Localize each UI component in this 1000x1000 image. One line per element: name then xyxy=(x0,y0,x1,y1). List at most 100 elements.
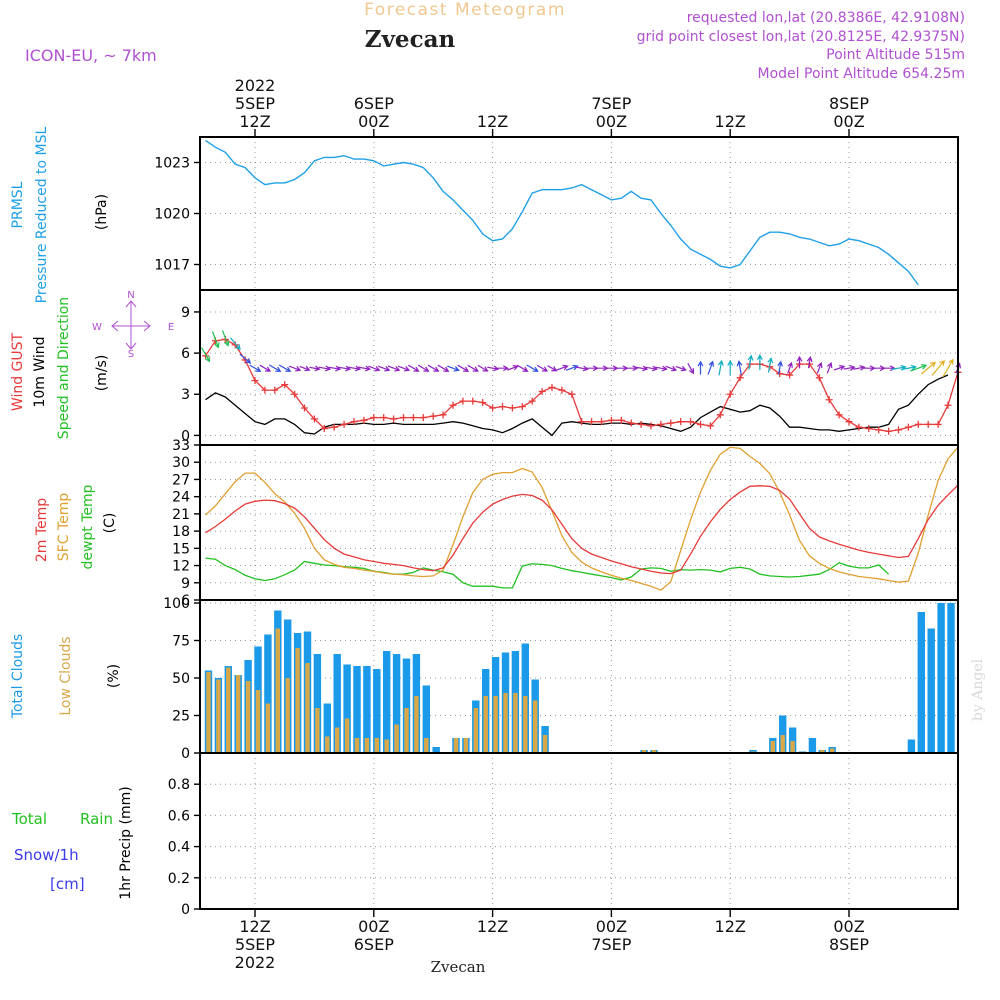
low-cloud-bar xyxy=(820,750,825,753)
y-tick-label: 1017 xyxy=(154,258,190,274)
wind-arrow xyxy=(397,365,411,372)
y-tick-label: 1023 xyxy=(154,156,190,172)
gust-marker xyxy=(855,423,863,431)
panel-frames xyxy=(194,129,959,917)
y-tick-label: 27 xyxy=(172,472,190,488)
y-tick-label: 33 xyxy=(172,438,190,454)
wind-arrow xyxy=(675,365,687,372)
low-cloud-bar xyxy=(770,741,775,753)
low-cloud-bar xyxy=(255,690,261,753)
gridlines xyxy=(200,137,958,910)
gust-marker xyxy=(439,411,447,419)
gust-marker xyxy=(667,419,675,427)
gust-marker xyxy=(885,427,893,435)
gust-marker xyxy=(914,420,922,428)
wind-arrow xyxy=(727,359,734,376)
gust-marker xyxy=(895,426,902,434)
time-label-bottom: 5SEP xyxy=(235,935,275,954)
wind10m-line xyxy=(205,374,949,437)
wind-arrow xyxy=(318,365,332,372)
wind-arrow xyxy=(457,364,470,372)
total-cloud-bar xyxy=(333,654,341,753)
wind-arrow xyxy=(278,364,292,372)
wind-arrow xyxy=(269,364,282,372)
wind-arrow xyxy=(575,365,589,372)
time-label-bottom: 00Z xyxy=(596,917,627,936)
y-tick-label: 1020 xyxy=(154,207,190,223)
wind-arrow xyxy=(736,360,743,376)
compass-w: W xyxy=(92,322,102,333)
low-cloud-bar xyxy=(523,696,528,753)
gust-marker xyxy=(637,420,645,428)
low-cloud-bar xyxy=(473,708,478,753)
wind-arrow xyxy=(211,331,220,349)
low-cloud-bar xyxy=(315,708,320,753)
time-label-top: 7SEP xyxy=(591,94,631,113)
wind-arrow xyxy=(717,359,724,376)
wind-arrow xyxy=(407,364,420,372)
total-cloud-bar xyxy=(383,651,391,753)
wind-arrow xyxy=(547,365,558,372)
wind-arrow xyxy=(747,354,754,370)
wind-arrow xyxy=(816,361,823,374)
y-tick-label: 100 xyxy=(163,596,190,612)
y-tick-label: 3 xyxy=(181,387,190,403)
low-cloud-bar xyxy=(463,738,469,753)
gust-marker xyxy=(697,420,704,428)
low-cloud-bar xyxy=(305,663,310,753)
total-cloud-bar xyxy=(264,634,272,753)
time-label-bottom: 12Z xyxy=(477,917,508,936)
time-label-top: 00Z xyxy=(596,112,627,131)
total-cloud-bar xyxy=(788,727,797,753)
total-cloud-bar xyxy=(343,664,351,753)
y-tick-label: 0.8 xyxy=(168,777,190,793)
gust-marker xyxy=(390,415,398,423)
footer-location: Zvecan xyxy=(431,958,486,976)
low-cloud-bar xyxy=(344,718,350,753)
wind-arrow xyxy=(249,364,262,372)
wind-arrow xyxy=(900,364,917,371)
gust-marker xyxy=(835,411,843,419)
gust-marker xyxy=(578,418,586,426)
compass-e: E xyxy=(168,322,174,333)
low-cloud-bar xyxy=(236,675,241,753)
gust-marker xyxy=(726,390,734,398)
time-label-top: 00Z xyxy=(358,112,389,131)
gust-marker xyxy=(508,404,516,412)
gust-marker xyxy=(736,374,744,382)
wind-arrow xyxy=(697,360,704,375)
total-clouds-label: Total Clouds xyxy=(10,634,26,719)
low-cloud-bar xyxy=(354,738,360,753)
time-label-top: 2022 xyxy=(235,76,276,95)
time-label-top: 12Z xyxy=(715,112,746,131)
axis-labels: 1017102010230369691215182124273033025507… xyxy=(154,76,869,972)
time-label-bottom: 2022 xyxy=(235,953,276,972)
low-cloud-bar xyxy=(483,696,488,753)
compass-rose: N W E S xyxy=(92,290,174,360)
gust-marker xyxy=(370,414,378,422)
wind-arrow xyxy=(920,361,937,375)
gust-marker xyxy=(429,412,437,420)
gust-marker xyxy=(568,390,576,398)
wind10m-label: 10m Wind xyxy=(32,336,48,407)
y-tick-label: 50 xyxy=(172,671,190,687)
y-tick-label: 9 xyxy=(181,576,190,592)
plot-series xyxy=(201,139,962,753)
ms-unit: (m/s) xyxy=(94,355,110,392)
low-cloud-bar xyxy=(453,738,459,753)
compass-n: N xyxy=(127,290,134,301)
wind-arrow xyxy=(665,365,678,372)
low-cloud-bar xyxy=(414,696,419,753)
wind-arrow xyxy=(497,365,509,372)
rain-label: Rain xyxy=(80,810,113,828)
time-label-top: 5SEP xyxy=(235,94,275,113)
gust-marker xyxy=(499,403,506,411)
wind-arrow xyxy=(882,365,896,372)
total-cloud-bar xyxy=(323,703,331,753)
gridpoint-coords: grid point closest lon,lat (20.8125E, 42… xyxy=(637,29,965,45)
msl-label: Pressure Reduced to MSL xyxy=(34,126,50,303)
wind-arrow xyxy=(288,365,302,372)
gust-marker xyxy=(706,422,714,430)
wind-arrow xyxy=(787,361,793,374)
time-label-top: 8SEP xyxy=(829,94,869,113)
